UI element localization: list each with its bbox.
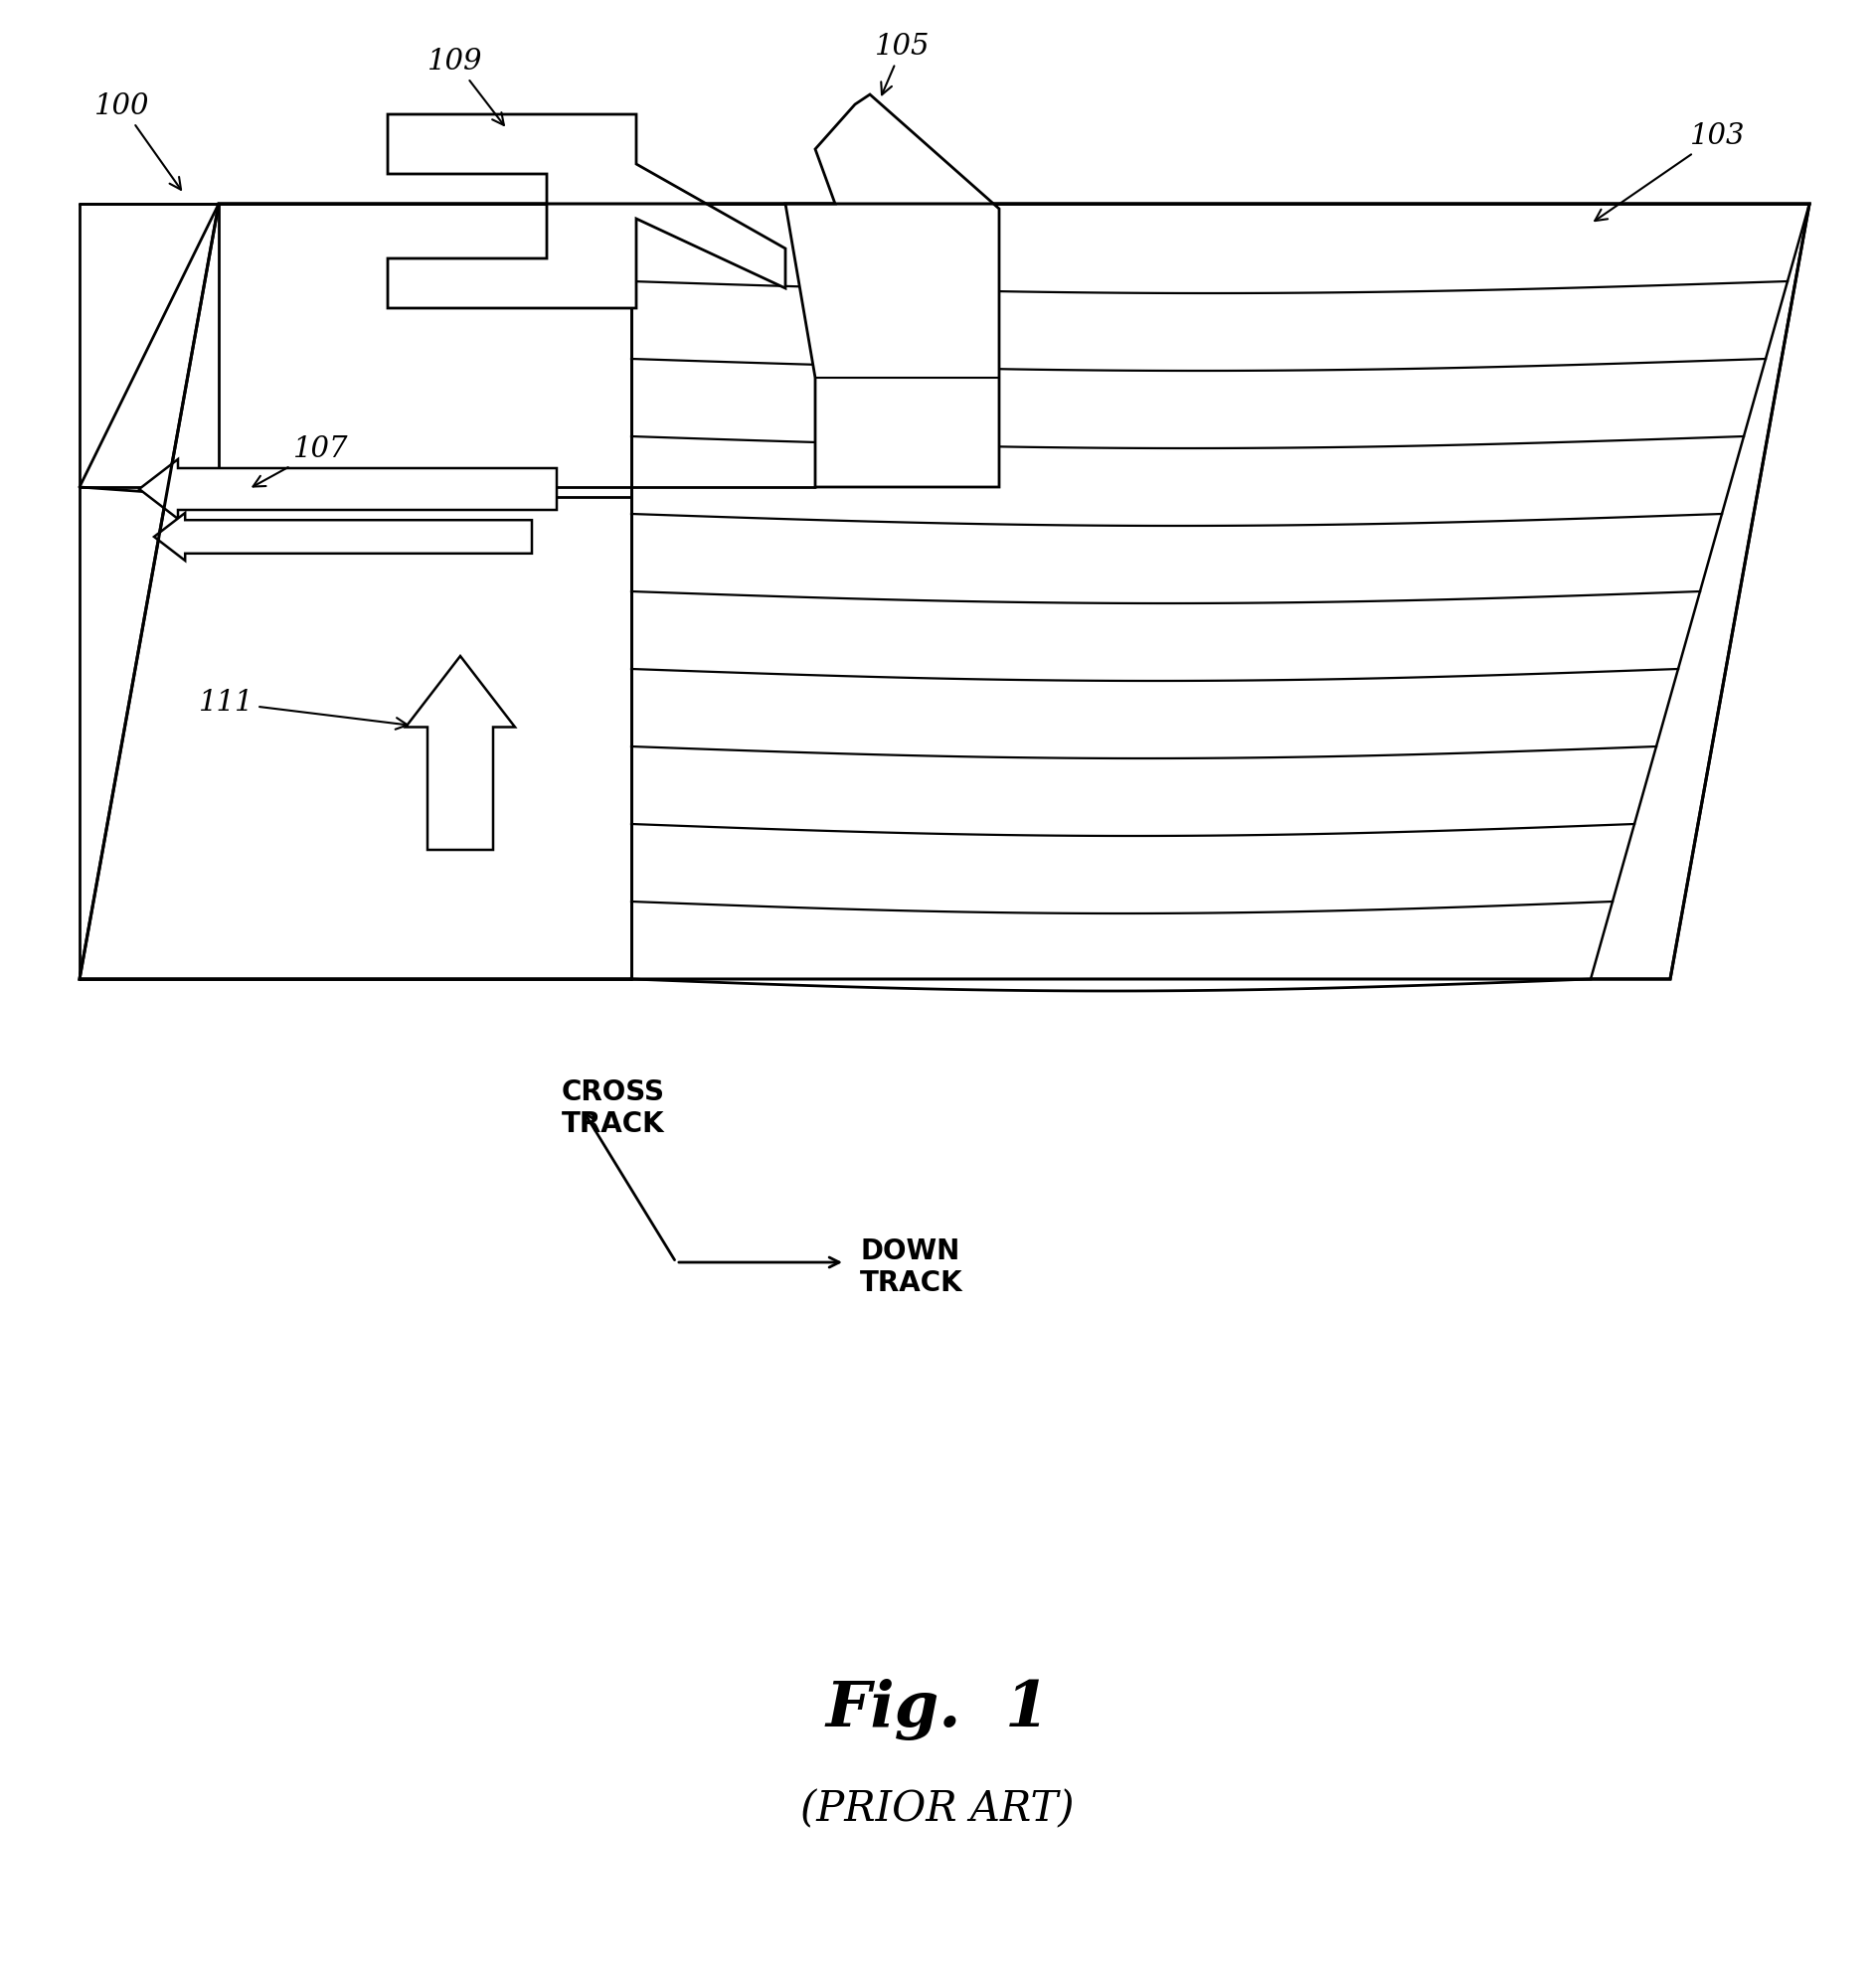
Text: 111: 111 — [199, 689, 407, 730]
Text: CROSS
TRACK: CROSS TRACK — [561, 1079, 666, 1138]
Polygon shape — [632, 282, 1788, 369]
Text: 105: 105 — [874, 34, 930, 95]
Polygon shape — [632, 592, 1700, 679]
Polygon shape — [154, 513, 533, 560]
Text: 107: 107 — [253, 436, 349, 487]
Polygon shape — [632, 359, 1765, 446]
Polygon shape — [632, 669, 1679, 756]
Text: 103: 103 — [1595, 122, 1745, 221]
Polygon shape — [632, 902, 1613, 988]
Polygon shape — [632, 513, 1722, 602]
Polygon shape — [79, 203, 1808, 979]
Polygon shape — [632, 825, 1634, 912]
Text: Fig.  1: Fig. 1 — [825, 1679, 1049, 1740]
Polygon shape — [632, 203, 1808, 292]
Polygon shape — [405, 655, 516, 850]
Text: 100: 100 — [94, 93, 180, 189]
Polygon shape — [139, 460, 557, 519]
Text: 109: 109 — [428, 47, 505, 124]
Polygon shape — [632, 436, 1745, 523]
Polygon shape — [388, 114, 786, 308]
Polygon shape — [632, 746, 1657, 835]
Text: (PRIOR ART): (PRIOR ART) — [801, 1788, 1075, 1829]
Text: DOWN
TRACK: DOWN TRACK — [859, 1237, 962, 1298]
Polygon shape — [786, 95, 1000, 487]
